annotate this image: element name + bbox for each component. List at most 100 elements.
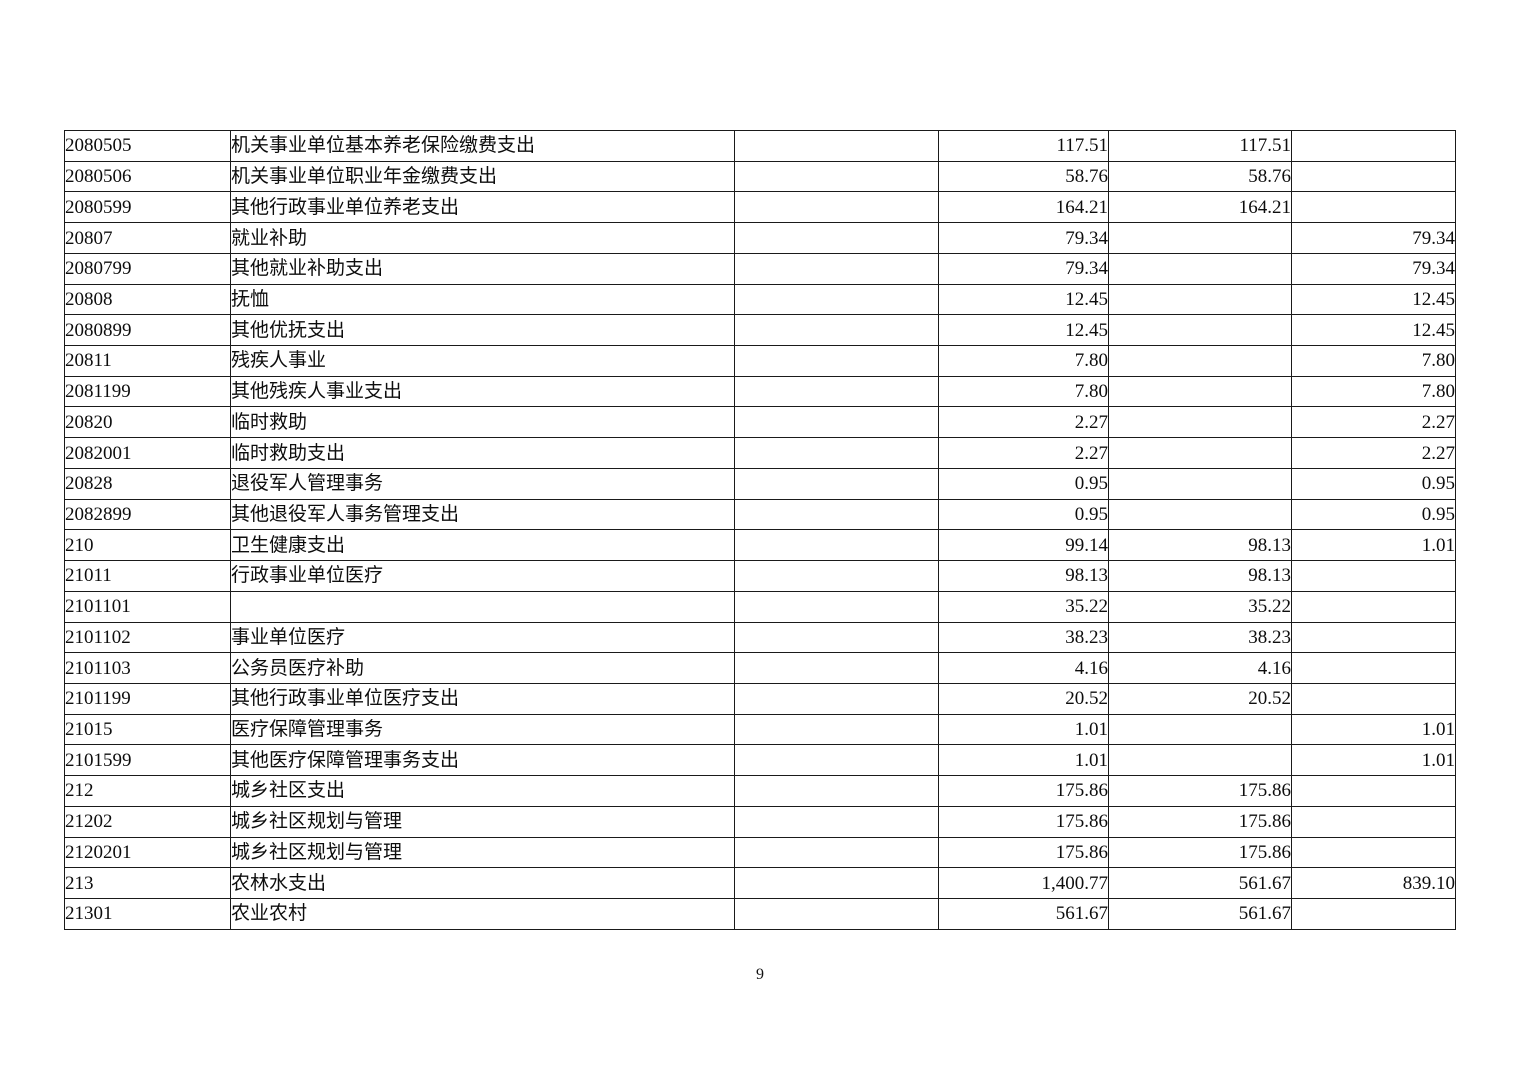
table-row: 20807 就业补助 79.34 79.34 — [64, 222, 1456, 254]
blank-cell — [734, 222, 939, 254]
amount-cell-col3: 79.34 — [1291, 222, 1456, 254]
code-cell: 2080505 — [64, 130, 231, 162]
name-cell — [230, 590, 735, 623]
table-row: 2080899 其他优抚支出 12.45 12.45 — [64, 314, 1456, 347]
amount-cell-col3: 1.01 — [1291, 713, 1456, 746]
amount-cell-col2 — [1108, 222, 1292, 254]
amount-cell-total: 79.34 — [938, 252, 1109, 285]
code-cell: 213 — [64, 867, 231, 899]
amount-cell-col2: 58.76 — [1108, 160, 1292, 193]
code-cell: 210 — [64, 529, 231, 562]
blank-cell — [734, 652, 939, 684]
amount-cell-col2: 561.67 — [1108, 867, 1292, 899]
table-row: 2080505 机关事业单位基本养老保险缴费支出 117.51 117.51 — [64, 130, 1456, 162]
table-row: 2080506 机关事业单位职业年金缴费支出 58.76 58.76 — [64, 160, 1456, 193]
amount-cell-col3 — [1291, 160, 1456, 193]
blank-cell — [734, 375, 939, 408]
blank-cell — [734, 867, 939, 899]
code-cell: 2082899 — [64, 498, 231, 531]
table-row: 2080599 其他行政事业单位养老支出 164.21 164.21 — [64, 191, 1456, 224]
amount-cell-col2 — [1108, 713, 1292, 746]
amount-cell-col3 — [1291, 652, 1456, 684]
amount-cell-col3 — [1291, 805, 1456, 838]
name-cell: 医疗保障管理事务 — [230, 713, 735, 746]
code-cell: 20808 — [64, 283, 231, 316]
name-cell: 卫生健康支出 — [230, 529, 735, 562]
table-row: 2120201 城乡社区规划与管理 175.86 175.86 — [64, 836, 1456, 869]
amount-cell-col2 — [1108, 345, 1292, 377]
code-cell: 2081199 — [64, 375, 231, 408]
amount-cell-col2: 164.21 — [1108, 191, 1292, 224]
blank-cell — [734, 775, 939, 807]
amount-cell-col3 — [1291, 560, 1456, 592]
amount-cell-total: 117.51 — [938, 130, 1109, 162]
amount-cell-col2: 98.13 — [1108, 529, 1292, 562]
table-row: 212 城乡社区支出 175.86 175.86 — [64, 775, 1456, 807]
amount-cell-total: 38.23 — [938, 621, 1109, 654]
code-cell: 20828 — [64, 467, 231, 500]
table-row: 20828 退役军人管理事务 0.95 0.95 — [64, 467, 1456, 500]
code-cell: 2120201 — [64, 836, 231, 869]
name-cell: 临时救助支出 — [230, 437, 735, 469]
code-cell: 2082001 — [64, 437, 231, 469]
amount-cell-col3: 0.95 — [1291, 498, 1456, 531]
amount-cell-total: 12.45 — [938, 314, 1109, 347]
blank-cell — [734, 682, 939, 715]
blank-cell — [734, 130, 939, 162]
amount-cell-col3: 2.27 — [1291, 437, 1456, 469]
amount-cell-col2: 20.52 — [1108, 682, 1292, 715]
amount-cell-col2: 38.23 — [1108, 621, 1292, 654]
table-row: 2080799 其他就业补助支出 79.34 79.34 — [64, 252, 1456, 285]
code-cell: 2101599 — [64, 744, 231, 777]
table-row: 20811 残疾人事业 7.80 7.80 — [64, 345, 1456, 377]
table-row: 21301 农业农村 561.67 561.67 — [64, 897, 1456, 930]
table-row: 2101102 事业单位医疗 38.23 38.23 — [64, 621, 1456, 654]
blank-cell — [734, 560, 939, 592]
amount-cell-total: 561.67 — [938, 897, 1109, 930]
name-cell: 抚恤 — [230, 283, 735, 316]
amount-cell-col2: 561.67 — [1108, 897, 1292, 930]
amount-cell-total: 0.95 — [938, 467, 1109, 500]
amount-cell-col3: 79.34 — [1291, 252, 1456, 285]
amount-cell-total: 99.14 — [938, 529, 1109, 562]
amount-cell-col3: 7.80 — [1291, 345, 1456, 377]
amount-cell-col2 — [1108, 406, 1292, 439]
code-cell: 20807 — [64, 222, 231, 254]
code-cell: 212 — [64, 775, 231, 807]
amount-cell-col3: 7.80 — [1291, 375, 1456, 408]
blank-cell — [734, 805, 939, 838]
amount-cell-total: 79.34 — [938, 222, 1109, 254]
amount-cell-col3: 0.95 — [1291, 467, 1456, 500]
amount-cell-col2 — [1108, 744, 1292, 777]
name-cell: 城乡社区规划与管理 — [230, 836, 735, 869]
code-cell: 2080899 — [64, 314, 231, 347]
name-cell: 公务员医疗补助 — [230, 652, 735, 684]
name-cell: 城乡社区支出 — [230, 775, 735, 807]
blank-cell — [734, 191, 939, 224]
amount-cell-col2: 35.22 — [1108, 590, 1292, 623]
blank-cell — [734, 621, 939, 654]
name-cell: 行政事业单位医疗 — [230, 560, 735, 592]
amount-cell-total: 58.76 — [938, 160, 1109, 193]
amount-cell-total: 7.80 — [938, 345, 1109, 377]
amount-cell-col3 — [1291, 775, 1456, 807]
budget-table-body: 2080505 机关事业单位基本养老保险缴费支出 117.51 117.51 2… — [64, 130, 1456, 930]
code-cell: 2101101 — [64, 590, 231, 623]
amount-cell-col2 — [1108, 252, 1292, 285]
amount-cell-total: 12.45 — [938, 283, 1109, 316]
table-row: 2082899 其他退役军人事务管理支出 0.95 0.95 — [64, 498, 1456, 531]
table-row: 2101199 其他行政事业单位医疗支出 20.52 20.52 — [64, 682, 1456, 715]
amount-cell-total: 175.86 — [938, 836, 1109, 869]
amount-cell-col3 — [1291, 130, 1456, 162]
amount-cell-total: 98.13 — [938, 560, 1109, 592]
name-cell: 其他退役军人事务管理支出 — [230, 498, 735, 531]
amount-cell-col3: 12.45 — [1291, 283, 1456, 316]
amount-cell-col2 — [1108, 314, 1292, 347]
blank-cell — [734, 437, 939, 469]
name-cell: 残疾人事业 — [230, 345, 735, 377]
amount-cell-col2: 175.86 — [1108, 805, 1292, 838]
amount-cell-col3 — [1291, 897, 1456, 930]
table-row: 2101101 35.22 35.22 — [64, 590, 1456, 623]
blank-cell — [734, 345, 939, 377]
